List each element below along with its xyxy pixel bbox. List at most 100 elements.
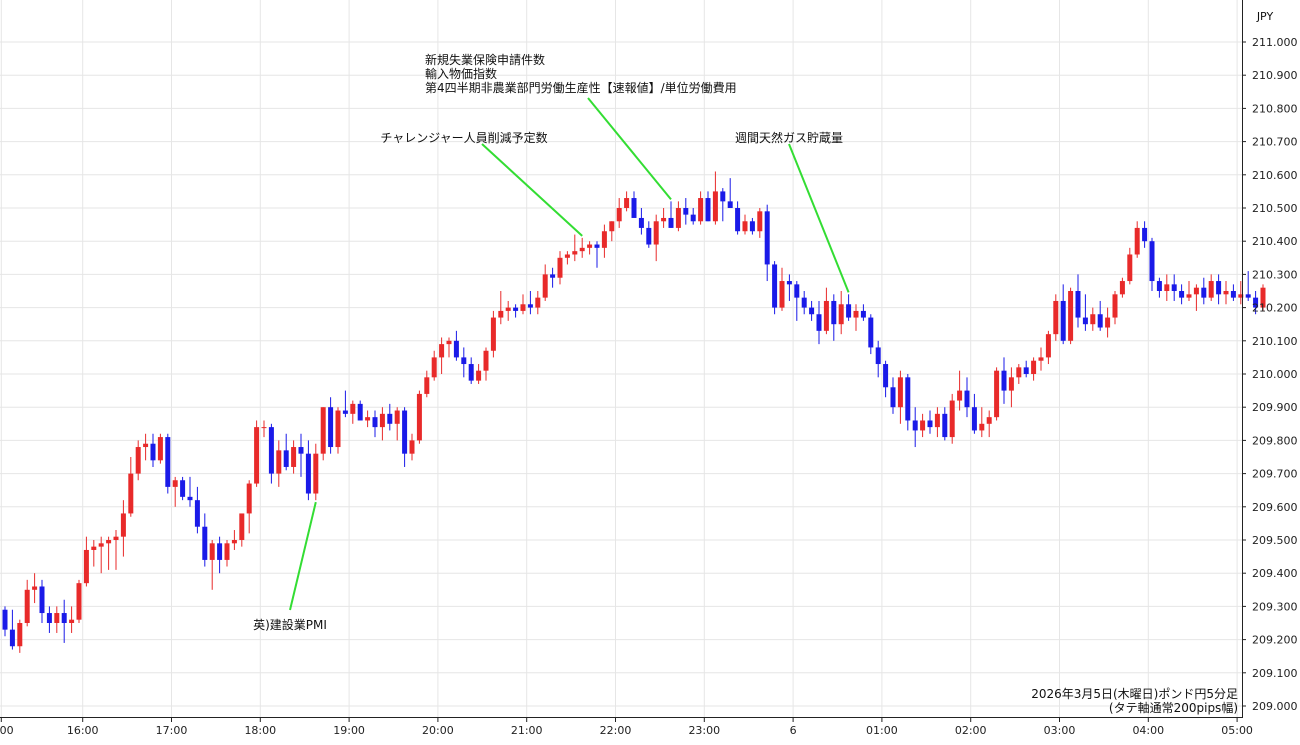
y-tick-label: 210.000	[1252, 368, 1298, 381]
candle-body	[1038, 357, 1044, 361]
annotation: 英)建設業PMI	[253, 501, 327, 632]
candle-body	[949, 400, 955, 438]
candle	[1216, 274, 1222, 305]
candle-body	[683, 208, 689, 215]
annotation-leader-line	[289, 501, 317, 611]
candle-body	[1171, 284, 1177, 291]
annotation-leader-line	[587, 97, 672, 200]
candle	[764, 204, 770, 282]
candle	[624, 191, 630, 212]
candle-body	[453, 340, 459, 358]
annotation: チャレンジャー人員削減予定数	[380, 130, 583, 237]
candle-body	[971, 407, 977, 431]
candle	[616, 198, 622, 228]
candle	[372, 410, 378, 438]
candle	[9, 609, 15, 650]
chart-info: 2026年3月5日(木曜日)ポンド円5分足 (タテ軸通常200pips幅)	[1031, 687, 1238, 715]
candle-body	[320, 407, 326, 454]
y-tick-labels: 209.000 209.100 209.200 209.300 209.400 209.5…	[1242, 36, 1298, 713]
candle	[1230, 284, 1236, 301]
candle-body	[772, 264, 778, 308]
candle-body	[927, 420, 933, 428]
candle-body	[934, 413, 940, 428]
candle-body	[61, 613, 67, 623]
x-tick-label: 22:00	[600, 724, 632, 737]
candle-body	[572, 251, 578, 255]
candle	[860, 304, 866, 321]
candle	[46, 606, 52, 633]
candle	[120, 500, 126, 557]
candle	[587, 241, 593, 255]
candle-body	[1127, 254, 1133, 282]
candle-body	[1142, 227, 1148, 242]
candle-body	[624, 198, 630, 208]
candle	[365, 410, 371, 428]
candle-body	[1001, 370, 1007, 391]
candle	[1016, 364, 1022, 384]
candle-body	[402, 410, 408, 454]
candle-body	[1045, 334, 1051, 358]
candle-body	[194, 500, 200, 527]
candle-body	[942, 413, 948, 438]
candle	[439, 337, 445, 374]
annotation-leader-line	[788, 143, 850, 293]
candle-body	[890, 387, 896, 408]
candle	[712, 171, 718, 225]
candle	[1149, 237, 1155, 291]
candle	[106, 536, 112, 570]
candle	[675, 201, 681, 232]
candle-body	[69, 619, 75, 623]
candle-body	[283, 450, 289, 467]
chart-info-line1: 2026年3月5日(木曜日)ポンド円5分足	[1031, 687, 1238, 701]
candle-body	[550, 274, 556, 278]
candle	[1171, 274, 1177, 301]
annotation-label: 新規失業保険申請件数	[425, 52, 545, 67]
candle-body	[202, 526, 208, 560]
candle	[1127, 247, 1133, 285]
candle-body	[424, 377, 430, 394]
candle	[786, 274, 792, 301]
candle	[1045, 330, 1051, 365]
candle	[1090, 307, 1096, 331]
candle	[357, 400, 363, 421]
candle-body	[231, 540, 237, 544]
candle	[1112, 291, 1118, 325]
candle	[683, 198, 689, 225]
candle	[801, 291, 807, 315]
candle-body	[1245, 294, 1251, 298]
candle-body	[594, 244, 600, 248]
candle-body	[712, 191, 718, 222]
candle	[542, 264, 548, 301]
candle-body	[305, 453, 311, 494]
candle-body	[1097, 314, 1103, 328]
candle	[69, 606, 75, 633]
candle	[668, 201, 674, 228]
candle-body	[860, 310, 866, 318]
candle	[254, 420, 260, 487]
candle	[853, 304, 859, 331]
candle	[24, 579, 30, 627]
candle	[920, 413, 926, 438]
candle	[387, 403, 393, 431]
y-tick-label: 209.900	[1252, 401, 1298, 414]
candle-body	[372, 417, 378, 428]
candle-body	[83, 549, 89, 584]
candle-body	[1253, 297, 1259, 308]
candle	[157, 433, 163, 464]
candle	[579, 237, 585, 258]
candle-body	[653, 221, 659, 245]
candle-body	[217, 543, 223, 560]
y-tick-label: 209.600	[1252, 501, 1298, 514]
candle-body	[1008, 377, 1014, 391]
candle-body	[720, 191, 726, 202]
candle	[276, 440, 282, 487]
candle	[1023, 360, 1029, 378]
candle-body	[1208, 281, 1214, 298]
x-tick-label: 20:00	[422, 724, 454, 737]
candle	[98, 536, 104, 574]
candle-body	[394, 410, 400, 424]
candle-body	[735, 208, 741, 232]
candle-body	[868, 317, 874, 348]
candle	[846, 294, 852, 321]
